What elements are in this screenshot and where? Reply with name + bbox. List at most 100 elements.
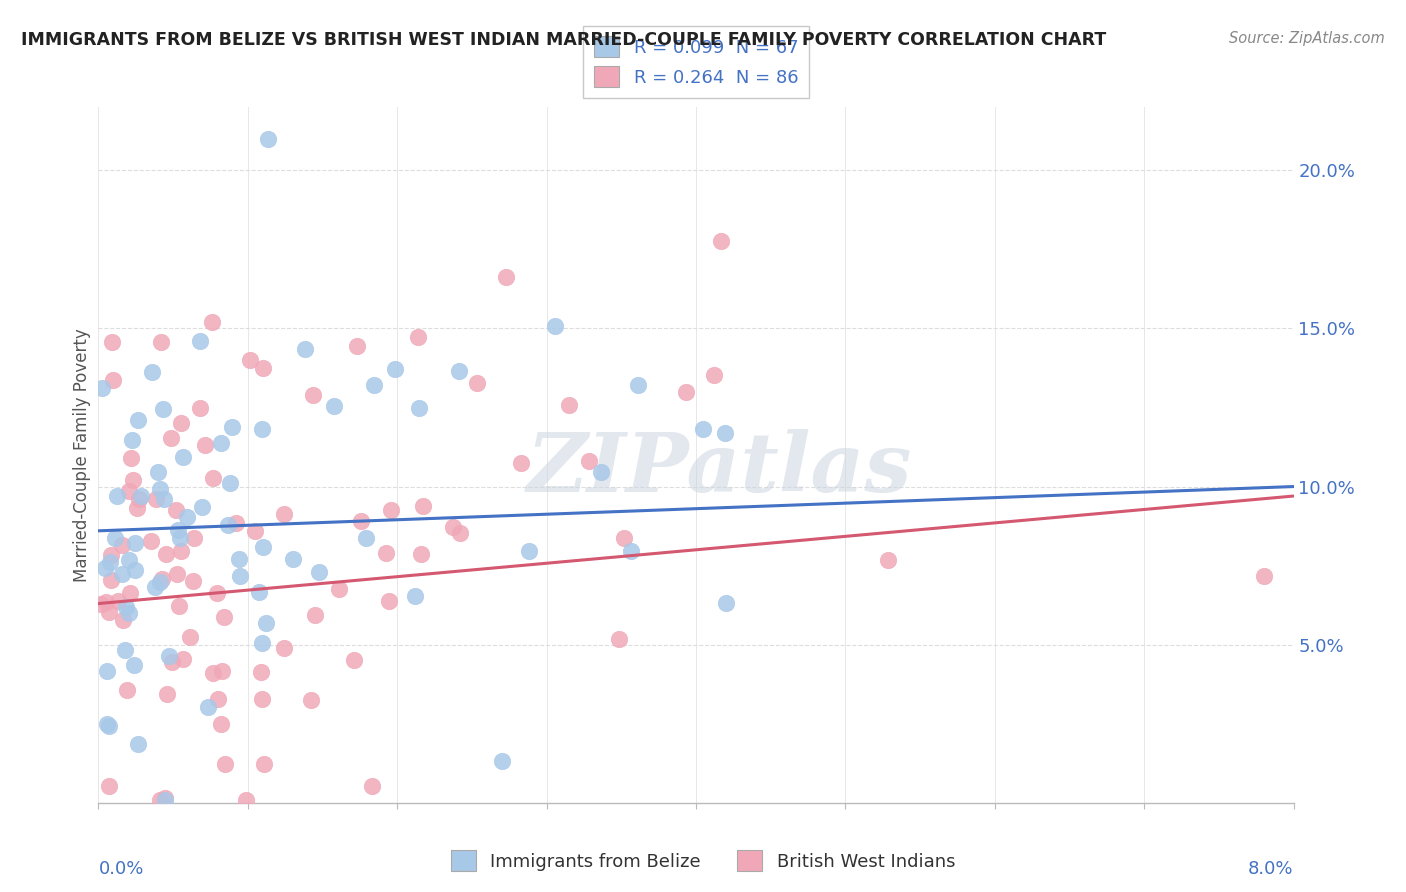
British West Indians: [380, 503, 402, 517]
Immigrants from Belize: [169, 531, 191, 545]
British West Indians: [153, 791, 176, 805]
Immigrants from Belize: [447, 364, 470, 378]
Immigrants from Belize: [408, 401, 430, 415]
British West Indians: [122, 474, 145, 488]
British West Indians: [1253, 569, 1275, 583]
Immigrants from Belize: [172, 450, 194, 464]
Immigrants from Belize: [93, 561, 115, 575]
British West Indians: [170, 543, 193, 558]
Immigrants from Belize: [176, 510, 198, 524]
British West Indians: [172, 652, 194, 666]
British West Indians: [111, 538, 134, 552]
British West Indians: [328, 582, 350, 596]
Immigrants from Belize: [129, 489, 152, 503]
Immigrants from Belize: [91, 381, 114, 395]
Immigrants from Belize: [149, 575, 172, 590]
Immigrants from Belize: [254, 616, 277, 631]
British West Indians: [170, 417, 193, 431]
British West Indians: [101, 334, 124, 349]
Immigrants from Belize: [716, 596, 738, 610]
Immigrants from Belize: [692, 421, 714, 435]
Text: 8.0%: 8.0%: [1249, 860, 1294, 878]
Immigrants from Belize: [257, 131, 280, 145]
Immigrants from Belize: [118, 606, 141, 620]
British West Indians: [183, 531, 205, 545]
Immigrants from Belize: [96, 664, 118, 678]
Immigrants from Belize: [354, 531, 377, 545]
Immigrants from Belize: [127, 413, 149, 427]
British West Indians: [412, 499, 434, 513]
Immigrants from Belize: [157, 649, 180, 664]
Immigrants from Belize: [118, 553, 141, 567]
Immigrants from Belize: [308, 565, 330, 579]
British West Indians: [273, 640, 295, 655]
Immigrants from Belize: [124, 536, 146, 550]
British West Indians: [188, 401, 211, 415]
Immigrants from Belize: [363, 377, 385, 392]
Text: ZIPatlas: ZIPatlas: [527, 429, 912, 508]
British West Indians: [209, 716, 232, 731]
British West Indians: [235, 792, 257, 806]
British West Indians: [98, 779, 121, 793]
British West Indians: [150, 572, 173, 586]
British West Indians: [179, 630, 201, 644]
Immigrants from Belize: [219, 476, 242, 491]
Immigrants from Belize: [191, 500, 214, 514]
British West Indians: [411, 547, 433, 561]
British West Indians: [100, 574, 122, 588]
British West Indians: [250, 692, 273, 706]
British West Indians: [98, 605, 121, 619]
Immigrants from Belize: [96, 717, 118, 731]
British West Indians: [155, 547, 177, 561]
British West Indians: [118, 483, 141, 498]
Immigrants from Belize: [217, 517, 239, 532]
British West Indians: [253, 756, 276, 771]
Legend: Immigrants from Belize, British West Indians: Immigrants from Belize, British West Ind…: [443, 843, 963, 879]
British West Indians: [441, 520, 464, 534]
British West Indians: [876, 552, 898, 566]
Immigrants from Belize: [591, 465, 613, 479]
Immigrants from Belize: [517, 544, 540, 558]
British West Indians: [107, 593, 129, 607]
Immigrants from Belize: [197, 700, 219, 714]
British West Indians: [101, 373, 124, 387]
Legend: R = 0.099  N = 67, R = 0.264  N = 86: R = 0.099 N = 67, R = 0.264 N = 86: [583, 26, 808, 98]
Immigrants from Belize: [294, 342, 316, 356]
Immigrants from Belize: [149, 483, 172, 497]
British West Indians: [128, 492, 150, 507]
British West Indians: [201, 315, 224, 329]
Immigrants from Belize: [620, 543, 643, 558]
British West Indians: [675, 385, 697, 400]
British West Indians: [273, 507, 295, 521]
British West Indians: [139, 534, 162, 549]
Immigrants from Belize: [146, 465, 169, 479]
British West Indians: [510, 456, 533, 470]
Immigrants from Belize: [114, 643, 136, 657]
Immigrants from Belize: [404, 589, 426, 603]
Immigrants from Belize: [228, 551, 250, 566]
British West Indians: [90, 597, 112, 611]
Immigrants from Belize: [127, 737, 149, 751]
Immigrants from Belize: [166, 523, 188, 537]
British West Indians: [214, 610, 236, 624]
British West Indians: [117, 682, 139, 697]
Immigrants from Belize: [141, 365, 163, 379]
Immigrants from Belize: [209, 435, 232, 450]
British West Indians: [205, 586, 228, 600]
British West Indians: [207, 691, 229, 706]
Immigrants from Belize: [384, 361, 406, 376]
British West Indians: [112, 613, 135, 627]
Immigrants from Belize: [491, 754, 513, 768]
Immigrants from Belize: [323, 400, 346, 414]
Immigrants from Belize: [100, 556, 122, 570]
Immigrants from Belize: [114, 599, 136, 614]
British West Indians: [202, 471, 225, 485]
Immigrants from Belize: [544, 318, 567, 333]
British West Indians: [302, 388, 325, 402]
British West Indians: [149, 792, 172, 806]
British West Indians: [127, 500, 149, 515]
British West Indians: [578, 454, 600, 468]
British West Indians: [299, 693, 322, 707]
Immigrants from Belize: [98, 719, 121, 733]
British West Indians: [239, 353, 262, 368]
